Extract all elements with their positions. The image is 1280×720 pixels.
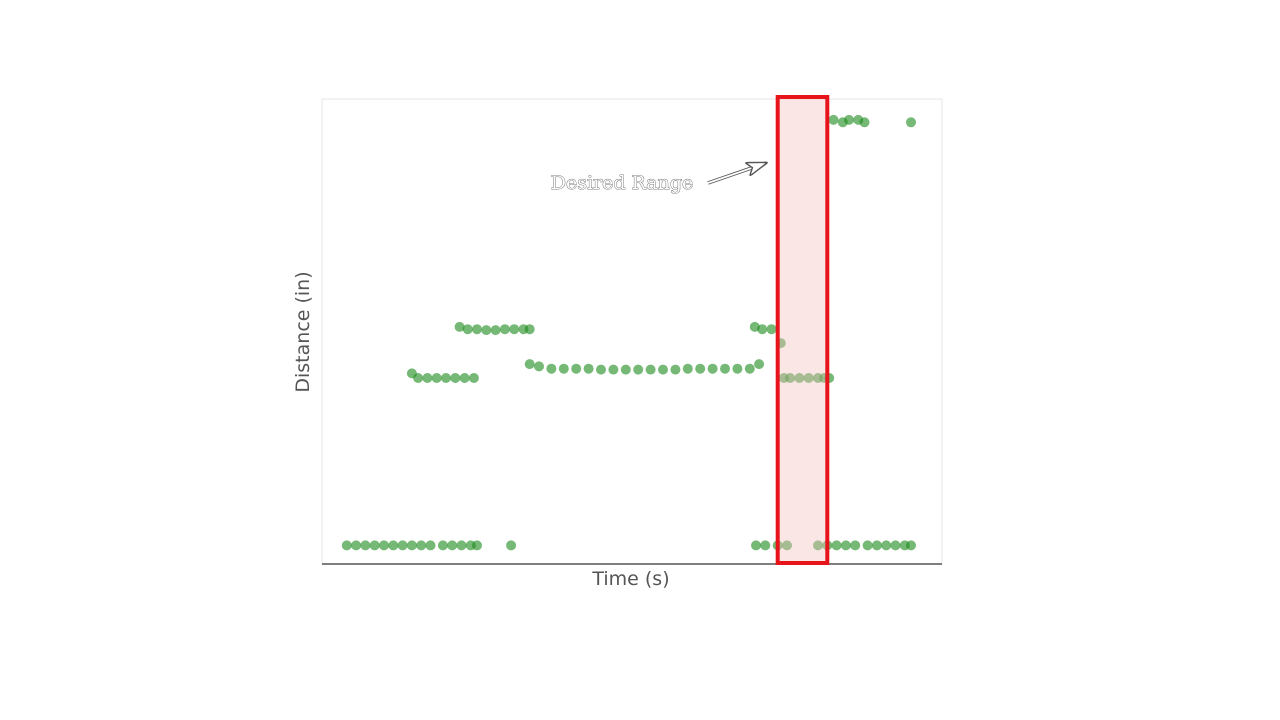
data-point [760,540,771,551]
data-point [785,373,796,383]
data-point [732,363,743,374]
data-point [472,324,482,335]
data-point [481,325,492,336]
data-point [524,324,535,335]
data-point [813,540,823,551]
data-point [416,540,427,551]
data-point [803,373,814,383]
y-axis-title: Distance (in) [292,271,314,392]
data-points [341,114,916,551]
data-point [431,373,442,383]
data-point [397,540,408,551]
data-point [341,540,352,551]
data-point [583,363,594,374]
data-point [658,364,668,375]
data-point [608,364,619,375]
data-point [571,363,582,374]
data-point [499,324,510,335]
data-point [859,117,870,128]
data-point [757,324,768,335]
data-point [682,363,693,374]
data-point [844,114,854,125]
data-point [751,540,761,551]
data-point [620,364,631,375]
data-point [862,540,873,551]
data-point [437,540,448,551]
data-point [456,540,467,551]
data-point [754,359,765,370]
data-point [794,373,805,383]
data-point [596,364,606,375]
desired-range-highlight [775,95,830,565]
x-axis-title: Time (s) [591,568,669,590]
annotation-arrow-inner [707,163,766,184]
data-point [906,540,916,551]
data-point [871,540,882,551]
plot-area [321,98,943,565]
data-point [360,540,371,551]
data-point [462,324,473,335]
data-point [744,363,755,374]
data-point [422,373,433,383]
data-point [509,324,520,335]
data-point [720,363,730,374]
data-point [454,321,465,332]
data-point [472,540,482,551]
data-point [558,363,569,374]
data-point [670,364,681,375]
data-point [490,325,501,336]
data-point [534,361,544,372]
data-point [351,540,362,551]
data-point [828,114,839,125]
data-point [645,364,656,375]
data-point [840,540,851,551]
data-point [782,540,792,551]
data-point [468,373,479,383]
data-point [633,364,644,375]
data-point [881,540,892,551]
data-point [506,540,517,551]
data-point [695,363,706,374]
data-point [413,373,424,383]
data-point [546,363,557,374]
data-point [707,363,718,374]
data-point [906,117,916,128]
data-point [447,540,458,551]
data-point [425,540,436,551]
data-point [831,540,842,551]
data-point [388,540,399,551]
data-point [369,540,380,551]
data-point [441,373,451,383]
data-point [450,373,461,383]
data-point [850,540,861,551]
data-point [406,540,417,551]
data-point [524,359,535,370]
annotation-label: Desired Range [551,172,694,194]
data-point [890,540,901,551]
data-point [766,324,777,335]
data-point [379,540,389,551]
data-point [459,373,470,383]
